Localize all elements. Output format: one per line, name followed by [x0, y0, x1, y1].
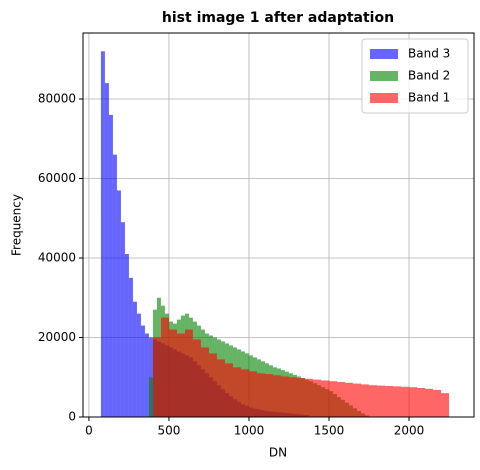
bar — [240, 369, 249, 417]
bar — [124, 254, 129, 417]
x-tick-label: 1500 — [314, 424, 345, 438]
bar — [224, 363, 233, 417]
bar — [433, 389, 442, 417]
legend-label: Band 2 — [408, 69, 450, 83]
bar — [184, 329, 193, 417]
bar — [361, 384, 370, 417]
bar — [377, 385, 386, 417]
bar — [148, 377, 153, 417]
y-tick-label: 0 — [68, 410, 76, 424]
legend-swatch — [370, 93, 398, 103]
bar — [256, 373, 265, 417]
plot-frame — [82, 32, 475, 418]
y-tick-label: 20000 — [38, 330, 76, 344]
x-tick-label: 0 — [85, 424, 93, 438]
bar — [132, 301, 137, 417]
y-tick-label: 40000 — [38, 250, 76, 264]
y-axis-label: Frequency — [10, 194, 24, 256]
bar — [128, 277, 133, 417]
bar — [152, 337, 161, 417]
bar — [353, 383, 362, 417]
y-tick-label: 80000 — [38, 91, 76, 105]
x-tick-label: 1000 — [234, 424, 265, 438]
x-axis-label: DN — [269, 446, 287, 460]
bar — [409, 387, 418, 417]
bar — [369, 385, 378, 417]
bar — [296, 378, 305, 417]
bar — [136, 313, 141, 417]
legend-swatch — [370, 49, 398, 59]
bar — [168, 329, 177, 417]
bar — [176, 333, 185, 417]
bar — [328, 381, 337, 417]
bar — [140, 325, 145, 417]
bar — [192, 339, 201, 417]
bar — [304, 378, 313, 417]
bar — [120, 222, 125, 417]
bar — [312, 379, 321, 417]
bar — [280, 376, 289, 417]
bar — [100, 51, 105, 418]
bar — [160, 317, 169, 417]
chart-title: hist image 1 after adaptation — [162, 10, 394, 26]
bar — [104, 83, 109, 417]
legend-label: Band 3 — [408, 47, 450, 61]
bar — [320, 380, 329, 417]
bar — [208, 353, 217, 417]
bar — [336, 382, 346, 417]
bar — [441, 393, 450, 417]
bar — [345, 382, 354, 417]
bar — [417, 387, 426, 417]
bar — [401, 386, 410, 417]
bar — [272, 375, 281, 417]
bar — [200, 347, 209, 417]
bar — [385, 385, 394, 417]
legend-swatch — [370, 71, 398, 81]
bar — [264, 374, 273, 417]
x-tick-label: 2000 — [394, 424, 425, 438]
legend-label: Band 1 — [408, 91, 450, 105]
bar — [425, 388, 434, 417]
bar — [288, 377, 297, 417]
bar — [144, 333, 149, 417]
bar — [248, 371, 257, 417]
bar — [216, 359, 225, 417]
bar — [232, 367, 241, 417]
y-tick-label: 60000 — [38, 171, 76, 185]
bar — [116, 190, 121, 417]
bar — [108, 114, 113, 418]
bar — [112, 154, 117, 417]
x-tick-label: 500 — [157, 424, 180, 438]
bars — [100, 51, 450, 418]
bar — [393, 386, 402, 417]
